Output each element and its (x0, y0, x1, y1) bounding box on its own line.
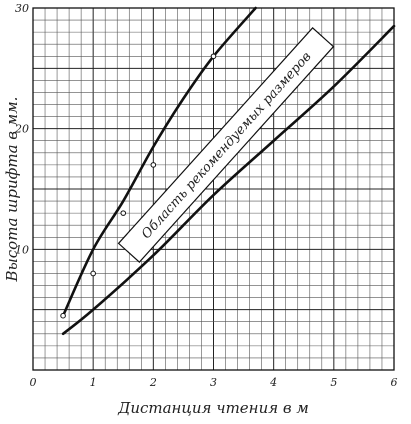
x-tick-label: 1 (90, 376, 97, 389)
annotation-box (117, 27, 335, 263)
y-tick-label: 10 (15, 243, 29, 256)
x-tick-label: 5 (330, 376, 337, 389)
data-points (60, 53, 217, 319)
tick-labels: 0 1 2 3 4 5 6 10 20 30 (14, 2, 398, 389)
x-tick-label: 3 (210, 376, 217, 389)
lower-boundary-curve (61, 24, 396, 336)
y-tick-label: 20 (14, 123, 29, 136)
x-tick-label: 2 (149, 376, 157, 389)
data-point (120, 210, 127, 216)
data-point (150, 162, 157, 168)
x-tick-label: 6 (391, 376, 398, 389)
x-axis-label: Дистанция чтения в м (117, 399, 309, 417)
y-tick-label: 30 (15, 2, 29, 15)
y-axis-label: Высота шрифта в мм. (3, 97, 21, 283)
data-point (90, 270, 96, 277)
x-tick-label: 0 (30, 376, 37, 389)
recommended-area-annotation: Область рекомендуемых размеров (117, 27, 335, 263)
curves (61, 6, 396, 336)
data-point (210, 53, 217, 60)
x-tick-label: 4 (269, 376, 277, 389)
plot-frame (32, 7, 395, 371)
data-point (60, 312, 66, 319)
